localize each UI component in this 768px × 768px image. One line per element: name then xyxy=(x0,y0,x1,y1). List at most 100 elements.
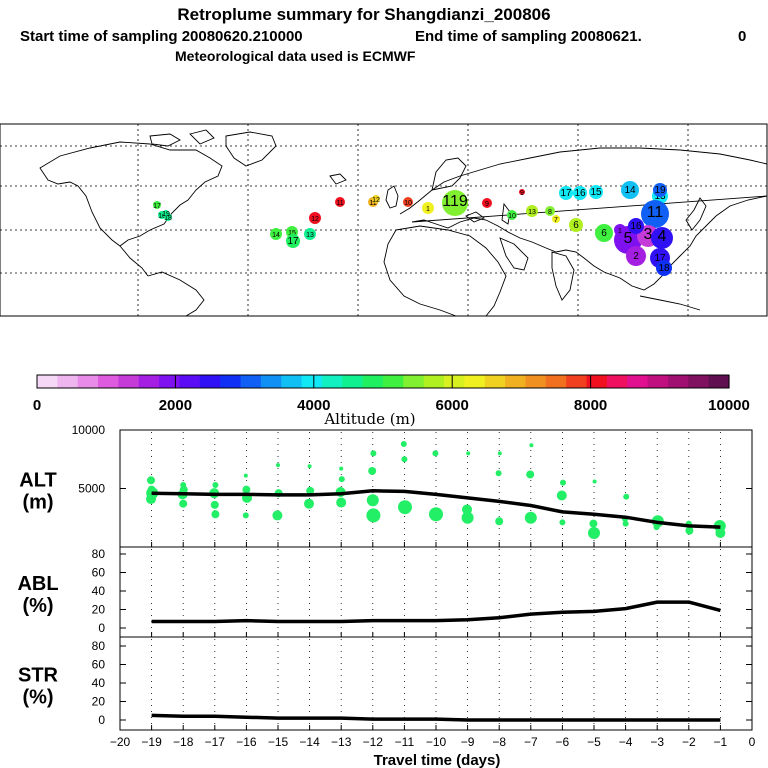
plume-marker-label: 2 xyxy=(633,251,639,262)
plume-marker xyxy=(372,195,380,203)
colorbar-cell xyxy=(444,375,466,388)
colorbar-cell xyxy=(647,375,669,388)
median-line xyxy=(151,489,721,529)
plume-marker-label: 18 xyxy=(658,263,670,274)
y-tick-label: 40 xyxy=(92,584,106,598)
plume-marker-label: 13 xyxy=(528,209,536,216)
plume-marker-label: 4 xyxy=(658,228,667,245)
plume-marker-label: 12 xyxy=(372,197,380,204)
x-tick-label: 0 xyxy=(749,735,756,749)
coastline-uk xyxy=(385,185,399,209)
panel-ylabel-name: STR xyxy=(18,665,59,687)
alt-scatter-point xyxy=(210,500,219,509)
colorbar-tick-label: 8000 xyxy=(574,397,607,414)
coastline-arabia xyxy=(499,237,529,271)
plume-marker xyxy=(507,210,517,220)
plume-marker-label: 119 xyxy=(442,193,468,210)
alt-scatter-point xyxy=(339,466,344,471)
plume-marker-label: 17 xyxy=(654,253,666,264)
y-tick-label: 0 xyxy=(98,713,105,727)
y-tick-label: 40 xyxy=(92,676,106,690)
alt-scatter-point xyxy=(370,450,377,457)
colorbar-cell xyxy=(708,375,730,388)
alt-scatter-point xyxy=(242,485,251,494)
sampling-start-time: Start time of sampling 20080620.210000 xyxy=(20,28,303,45)
alt-scatter-point xyxy=(653,524,660,531)
alt-scatter-point xyxy=(366,494,379,507)
plume-marker xyxy=(569,218,583,232)
colorbar-cell xyxy=(505,375,527,388)
x-tick-label: −6 xyxy=(556,735,570,749)
plume-marker-label: 9 xyxy=(520,190,524,197)
colorbar-tick-label: 10000 xyxy=(708,397,750,414)
plume-marker xyxy=(153,201,161,209)
plume-marker-label: 11 xyxy=(369,200,376,207)
x-tick-label: −2 xyxy=(682,735,696,749)
colorbar-cell xyxy=(118,375,140,388)
plume-marker-label: 16 xyxy=(574,188,586,199)
x-tick-label: −19 xyxy=(141,735,162,749)
plume-marker xyxy=(641,200,669,228)
time-series-panels: ALT(m)100005000ABL(%)806040200STR(%)8060… xyxy=(17,423,755,768)
alt-scatter-point xyxy=(272,510,283,521)
x-tick-label: −10 xyxy=(426,735,447,749)
colorbar-tick-label: 6000 xyxy=(436,397,469,414)
coastline-central-america xyxy=(119,245,149,277)
plume-marker xyxy=(526,205,538,217)
plume-marker-label: 19 xyxy=(654,185,666,196)
alt-scatter-point xyxy=(592,479,597,484)
alt-scatter-point xyxy=(147,476,155,485)
alt-scatter-point xyxy=(401,456,408,463)
colorbar-cell xyxy=(586,375,608,388)
panel-alt: ALT(m) 10000 5000 xyxy=(19,423,753,548)
coastline-arctic-islands-2 xyxy=(189,129,215,145)
panel-ylabel-unit: (%) xyxy=(22,687,53,709)
plume-marker xyxy=(573,186,587,200)
colorbar-cell xyxy=(383,375,404,388)
colorbar-cell xyxy=(281,375,303,388)
plume-marker xyxy=(653,183,667,197)
colorbar-cell xyxy=(260,375,282,388)
panel-ylabel-unit: (m) xyxy=(22,492,53,514)
plume-marker-label: 13 xyxy=(306,232,314,239)
plume-marker-label: 15 xyxy=(288,230,296,237)
coastline-scandinavia xyxy=(431,157,467,191)
colorbar-cell xyxy=(179,375,201,388)
alt-scatter-point xyxy=(276,463,280,468)
x-tick-label: −20 xyxy=(110,735,131,749)
plume-marker-label: 17 xyxy=(560,188,572,199)
alt-scatter-point xyxy=(589,519,598,528)
plume-marker-label: 17 xyxy=(153,203,161,210)
plume-marker xyxy=(589,185,603,199)
plume-marker-label: 14 xyxy=(272,232,280,239)
plume-marker-label: 19 xyxy=(162,211,170,218)
colorbar-cells xyxy=(37,375,730,388)
plume-marker xyxy=(519,189,525,195)
panel-ylabel-unit: (%) xyxy=(22,595,53,617)
plume-marker-label: 11 xyxy=(336,200,343,207)
x-axis: −20 −19 −18 −17 −16 −15 −14 −13 −12 −11 −10 −9 −8 −7−… xyxy=(110,735,756,768)
y-tick-label: 10000 xyxy=(72,423,106,437)
colorbar-cell xyxy=(667,375,689,388)
x-axis-label: Travel time (days) xyxy=(374,752,501,768)
plume-marker xyxy=(626,246,646,266)
y-tick-label: 60 xyxy=(92,658,106,672)
alt-scatter-point xyxy=(400,441,407,448)
alt-scatter-point xyxy=(497,451,502,456)
plume-marker-label: 10 xyxy=(508,213,516,220)
colorbar-cell xyxy=(342,375,364,388)
plume-marker xyxy=(559,186,573,200)
plume-marker-label: 1 xyxy=(618,228,622,235)
median-line xyxy=(151,713,721,722)
x-tick-label: −15 xyxy=(268,735,289,749)
plume-marker xyxy=(422,202,434,214)
plume-marker xyxy=(304,228,316,240)
colorbar-cell xyxy=(627,375,649,388)
plume-marker xyxy=(628,218,644,234)
colorbar-cell xyxy=(362,375,384,388)
figure-title: Retroplume summary for Shangdianzi_20080… xyxy=(177,5,550,24)
colorbar-tick-label: 2000 xyxy=(159,397,192,414)
alt-scatter-point xyxy=(243,473,248,478)
